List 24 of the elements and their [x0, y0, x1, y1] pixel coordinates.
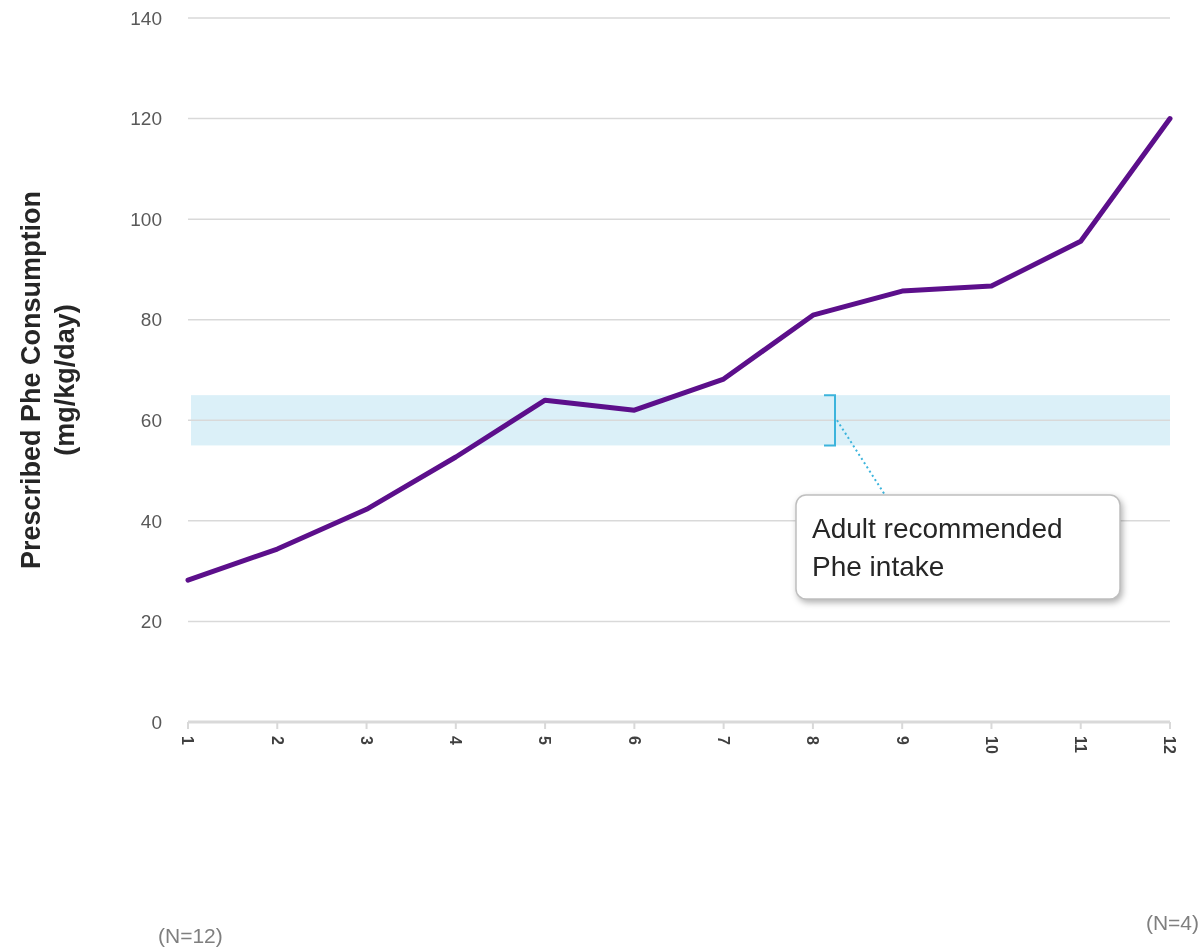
y-tick-label: 0 [151, 711, 162, 733]
x-tick-label: 11 [1072, 736, 1090, 754]
x-tick-label: 8 [804, 736, 822, 745]
y-tick-label: 80 [140, 309, 162, 331]
y-tick-label: 120 [130, 108, 162, 130]
text: (N=4) [1145, 911, 1199, 934]
x-tick-label: 12 [1161, 736, 1179, 754]
x-tick-label: 4 [447, 736, 465, 745]
y-tick-label: 60 [140, 409, 162, 431]
x-tick-label: 2 [268, 736, 286, 745]
y-tick-label: 20 [140, 611, 162, 633]
x-tick-label: 5 [536, 736, 554, 745]
x-tick-label: 1 [179, 736, 197, 745]
x-tick-label: 6 [625, 736, 643, 745]
band-label: Adult recommended Phe intake [811, 512, 1064, 584]
y-axis-title: Prescribed Phe Consumption (mg/kg/day) [16, 190, 80, 570]
y-tick-label: 100 [130, 208, 162, 230]
text: (N=12) [158, 924, 223, 947]
x-tick-label: 3 [357, 736, 375, 745]
x-tick-label: 7 [715, 736, 733, 745]
y-tick-label: 40 [140, 510, 162, 532]
y-tick-label: 140 [130, 7, 162, 29]
x-tick-label: 10 [982, 736, 1000, 754]
x-tick-label: 9 [893, 736, 911, 745]
